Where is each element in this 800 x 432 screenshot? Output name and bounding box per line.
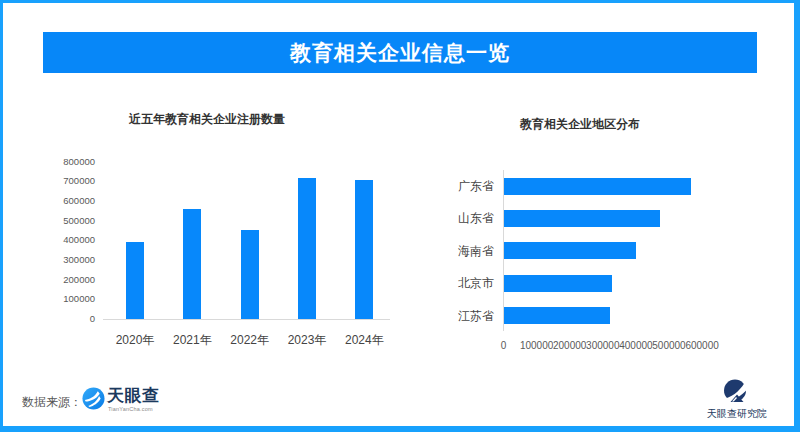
tianyancha-logo-subtext: TianYanCha.com: [108, 406, 153, 412]
right-chart-title: 教育相关企业地区分布: [480, 116, 680, 133]
y-axis-category-label: 海南省: [414, 243, 494, 259]
y-axis-category-label: 山东省: [414, 210, 494, 226]
bar-北京市: [504, 275, 612, 292]
y-axis-category-label: 江苏省: [414, 308, 494, 324]
bar-江苏省: [504, 307, 610, 324]
y-axis-category-label: 广东省: [414, 178, 494, 194]
y-axis-category-label: 北京市: [414, 275, 494, 291]
tianyancha-logo-text: 天眼查: [107, 386, 160, 405]
data-source-label: 数据来源：: [22, 394, 82, 411]
research-institute-label: 天眼查研究院: [696, 407, 778, 421]
tianyancha-research-logo-icon: [720, 378, 750, 406]
bar-山东省: [504, 210, 660, 227]
bar-海南省: [504, 242, 636, 259]
bar-广东省: [504, 178, 691, 195]
x-axis-tick-label: 600000: [672, 340, 732, 351]
tianyancha-logo-icon: [82, 387, 105, 410]
region-bar-chart: 教育相关企业地区分布 01000002000003000004000005000…: [0, 0, 800, 432]
